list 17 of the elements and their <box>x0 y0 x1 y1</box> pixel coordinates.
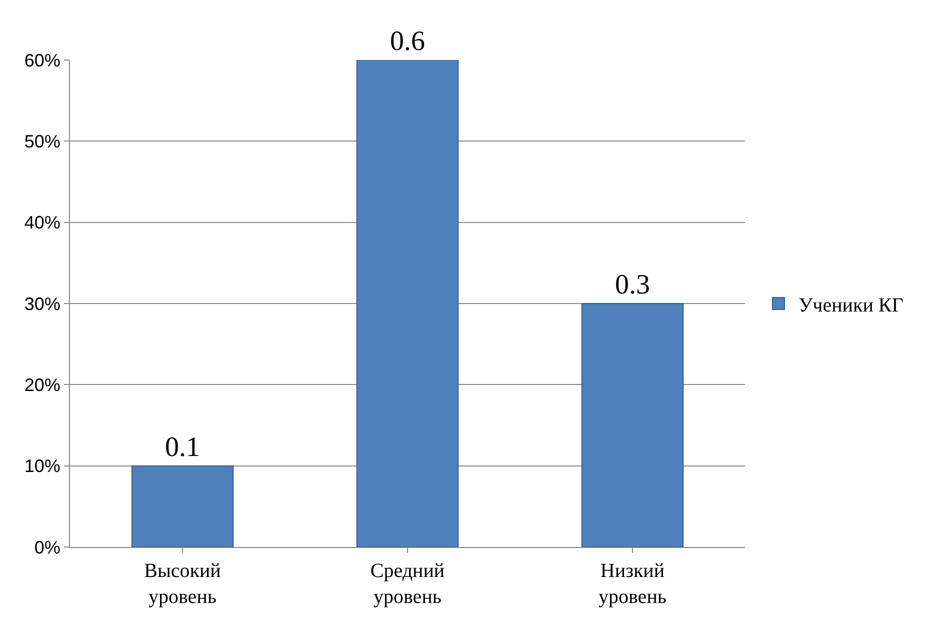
data-label: 0.6 <box>390 26 426 57</box>
legend-label: Ученики КГ <box>798 294 904 316</box>
y-tick-label: 30% <box>24 294 60 314</box>
bar <box>131 465 234 547</box>
bar <box>581 303 684 547</box>
x-tick-label: Средний уровень <box>370 560 445 608</box>
y-tick-label: 20% <box>24 374 60 395</box>
y-tick-label: 50% <box>24 131 60 152</box>
data-label: 0.1 <box>165 432 200 463</box>
data-label: 0.3 <box>615 270 650 300</box>
y-tick-label: 60% <box>24 50 60 70</box>
y-tick-label: 0% <box>34 537 60 558</box>
bar <box>356 60 459 547</box>
y-tick-label: 40% <box>24 212 60 233</box>
x-tick-label: Низкий уровень <box>598 560 667 608</box>
x-tick-label: Высокий уровень <box>144 560 222 608</box>
y-tick-label: 10% <box>24 456 60 476</box>
